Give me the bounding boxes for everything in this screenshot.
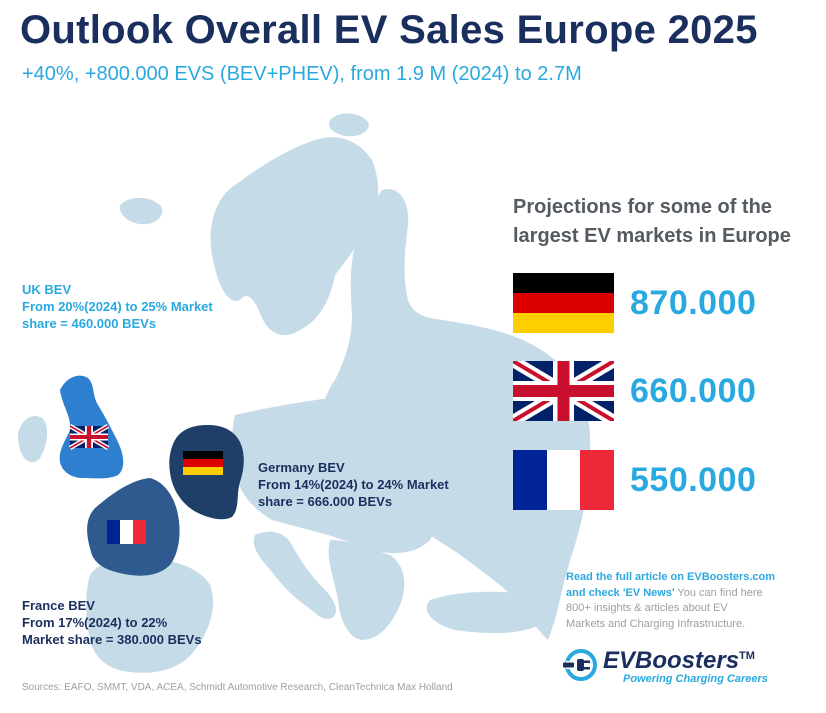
- iberia-landmass: [86, 557, 214, 673]
- article-link[interactable]: Read the full article on EVBoosters.com: [566, 571, 776, 583]
- article-text: 800+ insights & articles about EV: [566, 602, 728, 614]
- evboosters-logo: EVBoostersTM Powering Charging Careers: [563, 644, 768, 685]
- germany-bev-heading: Germany BEV: [258, 460, 345, 475]
- scandinavia-landmass: [210, 137, 379, 336]
- eastern-europe-landmass: [321, 189, 591, 640]
- logo-name: EVBoosters: [603, 647, 740, 674]
- france-projection-value: 550.000: [630, 460, 757, 499]
- article-text: Markets and Charging Infrastructure.: [566, 617, 746, 630]
- germany-bev-line: share = 666.000 BEVs: [258, 494, 393, 509]
- balkans-landmass: [328, 540, 405, 640]
- italy-landmass: [253, 531, 336, 619]
- projection-row-germany: 870.000: [513, 273, 756, 333]
- projections-heading-line: Projections for some of the: [513, 196, 772, 218]
- turkey-landmass: [426, 591, 551, 634]
- projection-row-uk: 660.000: [513, 361, 756, 421]
- uk-bev-line: From 20%(2024) to 25% Market: [22, 299, 213, 314]
- france-bev-line: From 17%(2024) to 22%: [22, 615, 168, 630]
- article-note: Read the full article on EVBoosters.com …: [566, 570, 775, 632]
- sources-footnote: Sources: EAFO, SMMT, VDA, ACEA, Schmidt …: [22, 682, 453, 693]
- france-flag-icon: [513, 450, 614, 510]
- ev-news-link[interactable]: and check 'EV News': [566, 586, 675, 599]
- uk-projection-value: 660.000: [630, 371, 757, 410]
- article-text: You can find here: [674, 586, 763, 599]
- projection-row-france: 550.000: [513, 450, 756, 510]
- germany-projection-value: 870.000: [630, 283, 757, 322]
- germany-flag-icon: [513, 273, 614, 333]
- charging-plug-icon: [563, 648, 597, 681]
- uk-flag-icon: [513, 361, 614, 421]
- iceland-landmass: [119, 197, 163, 225]
- page-title: Outlook Overall EV Sales Europe 2025: [20, 8, 758, 52]
- page-subtitle: +40%, +800.000 EVS (BEV+PHEV), from 1.9 …: [22, 63, 582, 85]
- svalbard-landmass: [329, 113, 369, 137]
- logo-trademark: TM: [739, 650, 755, 662]
- france-bev-label: France BEV From 17%(2024) to 22% Market …: [22, 597, 202, 648]
- uk-bev-heading: UK BEV: [22, 282, 72, 297]
- france-bev-heading: France BEV: [22, 598, 95, 613]
- france-map-flag-icon: [107, 520, 146, 544]
- ireland-landmass: [18, 415, 48, 463]
- uk-bev-line: share = 460.000 BEVs: [22, 316, 157, 331]
- projections-heading-line: largest EV markets in Europe: [513, 225, 791, 247]
- uk-bev-label: UK BEV From 20%(2024) to 25% Market shar…: [22, 281, 213, 332]
- central-europe-landmass: [232, 397, 436, 554]
- germany-bev-line: From 14%(2024) to 24% Market: [258, 477, 449, 492]
- logo-tagline: Powering Charging Careers: [623, 673, 768, 685]
- germany-map-flag-icon: [183, 451, 223, 475]
- france-bev-line: Market share = 380.000 BEVs: [22, 632, 202, 647]
- projections-heading: Projections for some of the largest EV m…: [513, 193, 791, 251]
- uk-map-flag-icon: [68, 424, 110, 450]
- europe-map: [18, 113, 591, 673]
- germany-bev-label: Germany BEV From 14%(2024) to 24% Market…: [258, 459, 449, 510]
